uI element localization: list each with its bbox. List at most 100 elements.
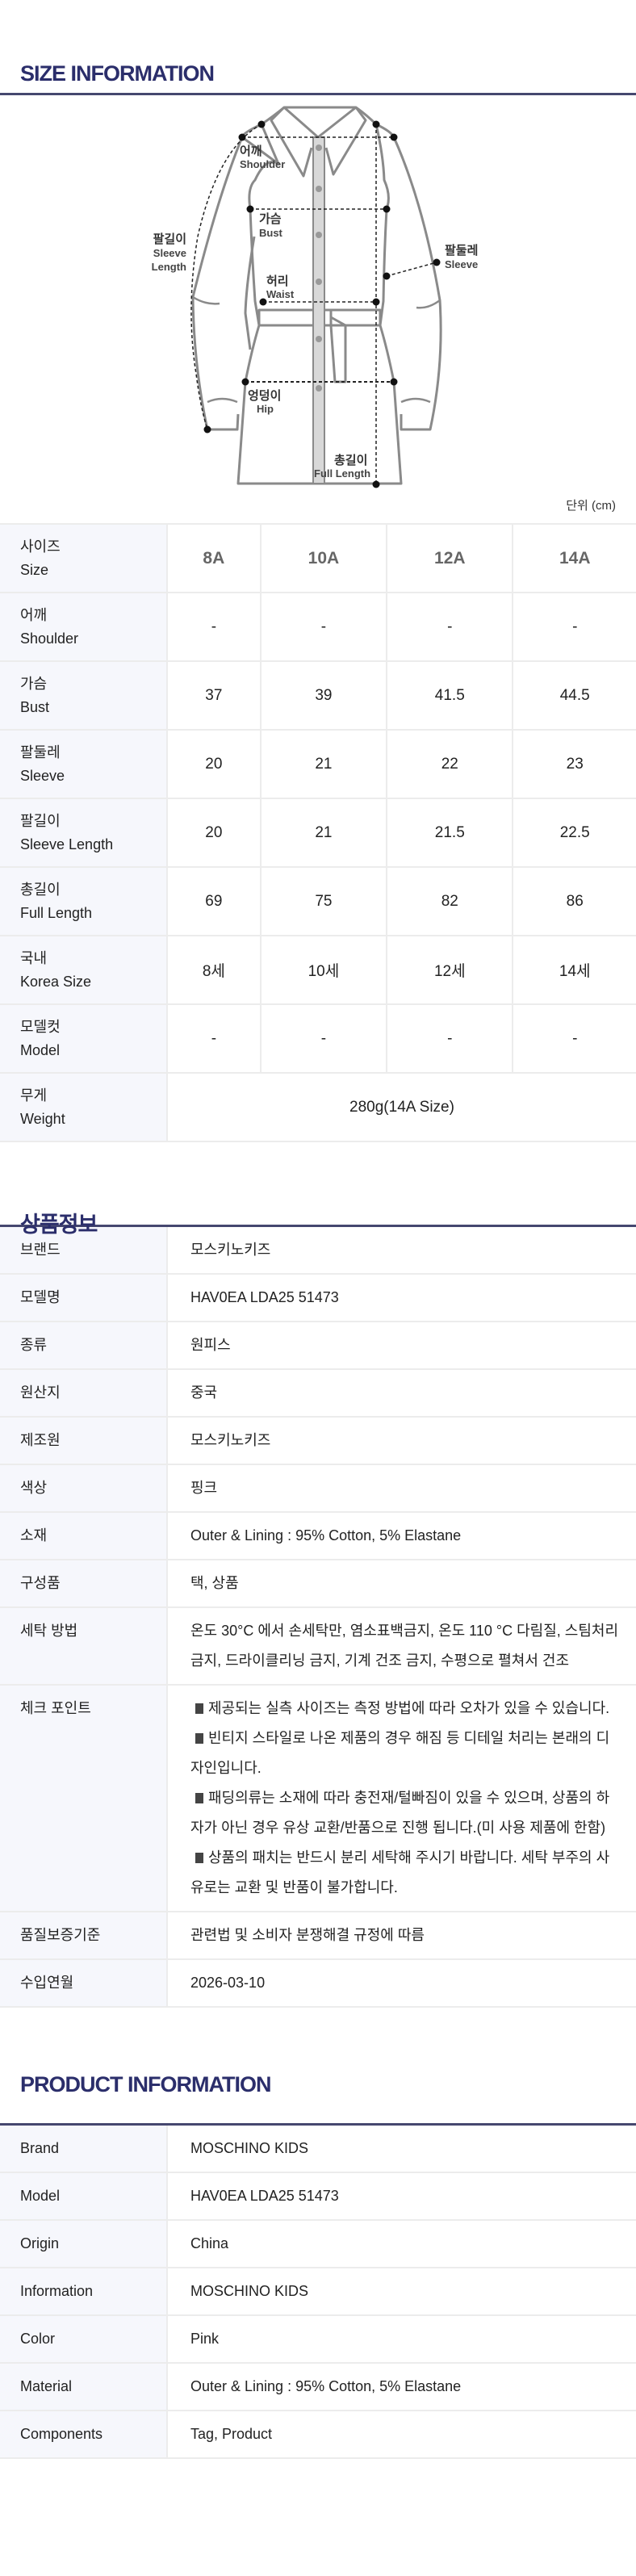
row-label: 세탁 방법 <box>0 1607 168 1686</box>
size-value: 37 <box>167 661 262 731</box>
label-hip-en: Hip <box>257 403 274 415</box>
size-row: 가슴 Bust 37 39 41.5 44.5 <box>0 661 636 731</box>
size-row: 국내 Korea Size 8세 10세 12세 14세 <box>0 936 636 1005</box>
row-label: 수입연월 <box>0 1959 168 2008</box>
row-label: 색상 <box>0 1464 168 1513</box>
check-point-item: 패딩의류는 소재에 따라 충전재/털빠짐이 있을 수 있으며, 상품의 하자가 … <box>190 1783 618 1843</box>
title-rule <box>0 93 636 95</box>
size-value: - <box>260 592 388 662</box>
info-row: Components Tag, Product <box>0 2411 636 2459</box>
row-label: Origin <box>0 2220 168 2268</box>
row-label: 모델컷 Model <box>0 1004 168 1074</box>
row-value: HAV0EA LDA25 51473 <box>167 2172 636 2221</box>
row-value: 원피스 <box>167 1322 636 1370</box>
label-en: Bust <box>20 698 50 715</box>
check-point-text: 상품의 패치는 반드시 분리 세탁해 주시기 바랍니다. 세탁 부주의 사유로는… <box>190 1849 610 1895</box>
label-ko: 사이즈 <box>20 538 61 555</box>
size-value: - <box>167 1004 262 1074</box>
label-en: Korea Size <box>20 973 92 990</box>
title-rule <box>0 2123 636 2126</box>
check-point-text: 빈티지 스타일로 나온 제품의 경우 해짐 등 디테일 처리는 본래의 디자인입… <box>190 1730 610 1776</box>
label-ko: 가슴 <box>20 675 48 692</box>
row-value: 2026-03-10 <box>167 1959 636 2008</box>
label-hip-ko: 엉덩이 <box>248 388 281 403</box>
check-point-list: 제공되는 실측 사이즈는 측정 방법에 따라 오차가 있을 수 있습니다. 빈티지… <box>167 1685 636 1912</box>
size-value: - <box>387 592 514 662</box>
size-row: 어깨 Shoulder - - - - <box>0 592 636 662</box>
size-value: 22 <box>387 730 514 799</box>
check-point-item: 상품의 패치는 반드시 분리 세탁해 주시기 바랍니다. 세탁 부주의 사유로는… <box>190 1843 618 1903</box>
size-section: SIZE INFORMATION 어깨 Shoulder 가슴 Bust 허리 <box>0 0 636 1142</box>
row-label: 어깨 Shoulder <box>0 592 168 662</box>
row-value: 관련법 및 소비자 분쟁해결 규정에 따름 <box>167 1912 636 1960</box>
size-value: - <box>513 1004 636 1074</box>
size-row: 모델컷 Model - - - - <box>0 1004 636 1074</box>
row-label: 품질보증기준 <box>0 1912 168 1960</box>
product-info-ko-section: 상품정보 브랜드 모스키노키즈 모델명 HAV0EA LDA25 51473 종류 원피스… <box>0 1142 636 2008</box>
label-waist-ko: 허리 <box>266 274 289 288</box>
row-label: 모델명 <box>0 1274 168 1322</box>
info-row: Information MOSCHINO KIDS <box>0 2268 636 2316</box>
row-value: Tag, Product <box>167 2411 636 2459</box>
row-label: 원산지 <box>0 1369 168 1418</box>
square-bullet-icon <box>195 1853 203 1863</box>
title-rule <box>0 1225 636 1227</box>
label-ko: 팔둘레 <box>20 743 61 760</box>
row-label: Color <box>0 2315 168 2364</box>
row-value: 모스키노키즈 <box>167 1227 636 1275</box>
label-en: Weight <box>20 1110 65 1127</box>
info-row: Model HAV0EA LDA25 51473 <box>0 2172 636 2221</box>
label-bust-en: Bust <box>259 227 283 239</box>
row-value: Pink <box>167 2315 636 2364</box>
check-point-text: 패딩의류는 소재에 따라 충전재/털빠짐이 있을 수 있으며, 상품의 하자가 … <box>190 1790 610 1836</box>
size-value: 39 <box>260 661 388 731</box>
size-value: 23 <box>513 730 636 799</box>
size-row: 팔둘레 Sleeve 20 21 22 23 <box>0 730 636 799</box>
label-en: Full Length <box>20 904 93 921</box>
row-label: 소재 <box>0 1512 168 1560</box>
row-value: MOSCHINO KIDS <box>167 2126 636 2173</box>
info-row: 색상 핑크 <box>0 1464 636 1513</box>
label-en: Shoulder <box>20 630 79 647</box>
row-label: 팔둘레 Sleeve <box>0 730 168 799</box>
row-label: 체크 포인트 <box>0 1685 168 1912</box>
size-value: 20 <box>167 798 262 868</box>
unit-label: 단위 (cm) <box>566 499 616 513</box>
size-value: 21.5 <box>387 798 514 868</box>
row-value: Outer & Lining : 95% Cotton, 5% Elastane <box>167 2363 636 2411</box>
product-table: Brand MOSCHINO KIDS Model HAV0EA LDA25 5147… <box>0 2126 636 2459</box>
size-value: 44.5 <box>513 661 636 731</box>
info-row: 수입연월 2026-03-10 <box>0 1959 636 2008</box>
row-value: 온도 30°C 에서 손세탁만, 염소표백금지, 온도 110 °C 다림질, … <box>167 1607 636 1686</box>
product-information-title: PRODUCT INFORMATION <box>20 2072 271 2096</box>
measurement-points <box>203 120 441 488</box>
label-sleeve-ko: 팔둘레 <box>445 243 478 258</box>
size-value: 8세 <box>167 936 262 1005</box>
label-sleeve-length-ko: 팔길이 <box>153 232 186 246</box>
row-value: Outer & Lining : 95% Cotton, 5% Elastane <box>167 1512 636 1560</box>
size-value: 41.5 <box>387 661 514 731</box>
label-ko: 팔길이 <box>20 812 61 829</box>
size-row: 총길이 Full Length 69 75 82 86 <box>0 867 636 936</box>
row-label: 팔길이 Sleeve Length <box>0 798 168 868</box>
info-row: 종류 원피스 <box>0 1322 636 1370</box>
square-bullet-icon <box>195 1733 203 1744</box>
label-full-length-en: Full Length <box>314 467 370 480</box>
size-header-row: 사이즈 Size 8A 10A 12A 14A <box>0 523 636 593</box>
row-label: 사이즈 Size <box>0 523 168 593</box>
size-value: - <box>260 1004 388 1074</box>
row-label: Model <box>0 2172 168 2221</box>
info-row: Material Outer & Lining : 95% Cotton, 5% … <box>0 2363 636 2411</box>
label-ko: 총길이 <box>20 881 61 898</box>
label-waist-en: Waist <box>266 288 295 300</box>
size-value: - <box>167 592 262 662</box>
info-row: Origin China <box>0 2220 636 2268</box>
row-label: 무게 Weight <box>0 1072 168 1142</box>
size-value: 21 <box>260 798 388 868</box>
row-label: 가슴 Bust <box>0 661 168 731</box>
size-value: 86 <box>513 867 636 936</box>
row-value: 택, 상품 <box>167 1560 636 1608</box>
label-ko: 모델컷 <box>20 1018 61 1035</box>
square-bullet-icon <box>195 1793 203 1803</box>
label-shoulder-en: Shoulder <box>240 158 285 170</box>
